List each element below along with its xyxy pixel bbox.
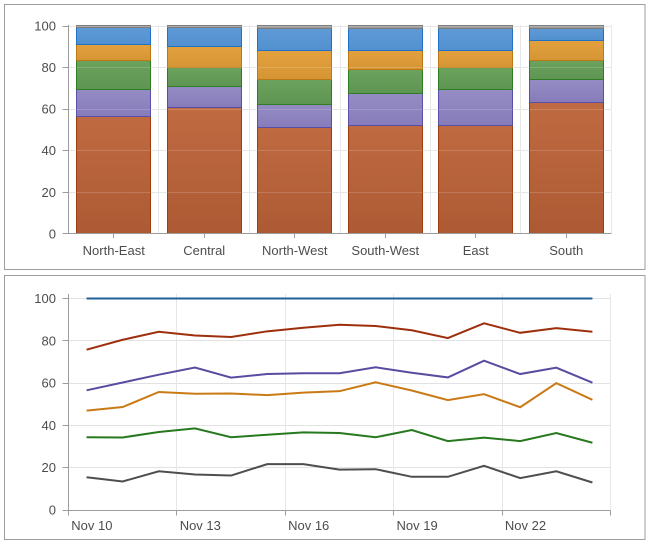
svg-text:Nov 22: Nov 22 <box>505 518 546 533</box>
svg-text:Nov 19: Nov 19 <box>397 518 438 533</box>
svg-text:40: 40 <box>42 418 56 433</box>
svg-text:Central: Central <box>183 243 225 258</box>
svg-text:North-East: North-East <box>83 243 146 258</box>
svg-text:80: 80 <box>42 60 56 75</box>
svg-text:80: 80 <box>42 333 56 348</box>
svg-text:South-West: South-West <box>351 243 419 258</box>
svg-text:100: 100 <box>34 19 56 34</box>
svg-text:South: South <box>549 243 583 258</box>
svg-text:0: 0 <box>49 226 56 241</box>
svg-text:Nov 10: Nov 10 <box>71 518 112 533</box>
svg-text:0: 0 <box>49 503 56 518</box>
svg-text:Nov 13: Nov 13 <box>180 518 221 533</box>
svg-text:60: 60 <box>42 102 56 117</box>
svg-text:60: 60 <box>42 376 56 391</box>
svg-text:20: 20 <box>42 460 56 475</box>
svg-text:North-West: North-West <box>262 243 328 258</box>
svg-text:100: 100 <box>34 291 56 306</box>
svg-text:20: 20 <box>42 185 56 200</box>
svg-text:Nov 16: Nov 16 <box>288 518 329 533</box>
svg-text:40: 40 <box>42 143 56 158</box>
svg-text:East: East <box>463 243 489 258</box>
